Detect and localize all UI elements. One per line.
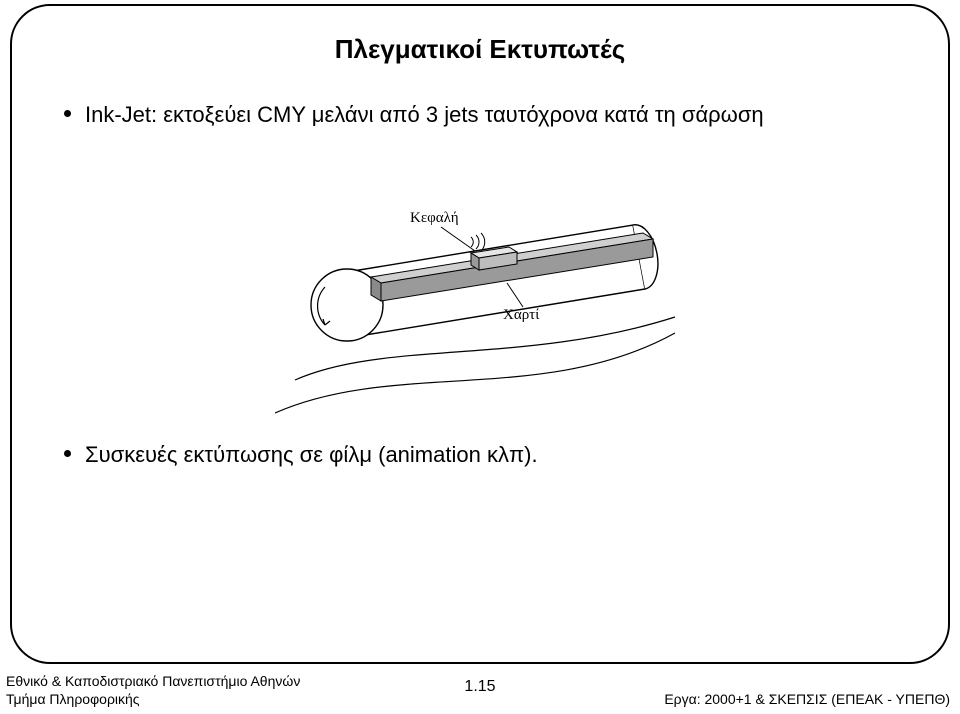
bullet-text: Ink-Jet: εκτοξεύει CMY μελάνι από 3 jets…	[85, 100, 764, 130]
page: Πλεγματικοί Εκτυπωτές Ink-Jet: εκτοξεύει…	[0, 0, 960, 714]
bullet-dot-icon	[64, 450, 71, 457]
slide-title: Πλεγματικοί Εκτυπωτές	[0, 34, 960, 65]
diagram-label-head: Κεφαλή	[410, 210, 459, 227]
footer-left: Εθνικό & Καποδιστριακό Πανεπιστήμιο Αθην…	[6, 673, 300, 708]
footer-page-number: 1.15	[464, 678, 495, 696]
bullet-dot-icon	[64, 110, 71, 117]
bullet-item: Ink-Jet: εκτοξεύει CMY μελάνι από 3 jets…	[64, 100, 884, 130]
bullet-text: Συσκευές εκτύπωσης σε φίλμ (animation κλ…	[85, 440, 538, 470]
bullet-item: Συσκευές εκτύπωσης σε φίλμ (animation κλ…	[64, 440, 884, 470]
diagram-svg	[275, 165, 685, 425]
slide-footer: Εθνικό & Καποδιστριακό Πανεπιστήμιο Αθην…	[0, 673, 960, 708]
diagram-label-paper: Χαρτί	[503, 307, 539, 324]
footer-left-line2: Τμήμα Πληροφορικής	[6, 691, 300, 709]
footer-right: Εργα: 2000+1 & ΣΚΕΠΣΙΣ (ΕΠΕΑΚ - ΥΠΕΠΘ)	[664, 691, 950, 709]
footer-left-line1: Εθνικό & Καποδιστριακό Πανεπιστήμιο Αθην…	[6, 673, 300, 691]
printer-diagram: Κεφαλή Χαρτί	[275, 165, 685, 425]
